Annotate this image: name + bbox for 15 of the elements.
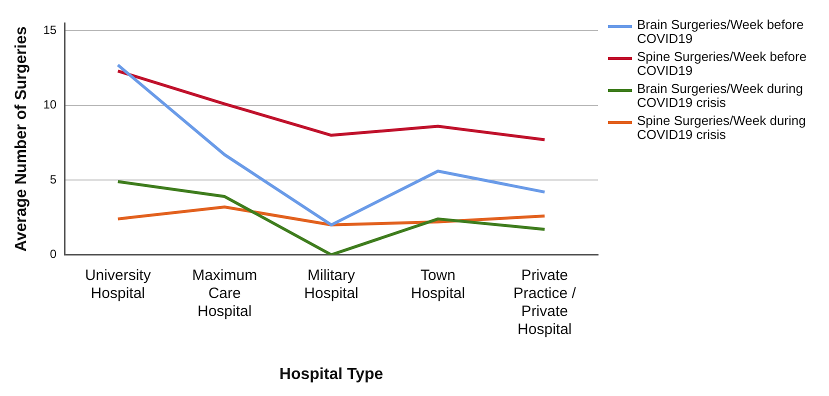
legend-label: Spine Surgeries/Week before COVID19 xyxy=(637,49,808,78)
y-tick-label: 5 xyxy=(50,172,57,186)
y-axis-title: Average Number of Surgeries xyxy=(13,26,30,252)
y-tick-label: 10 xyxy=(43,98,57,112)
legend-label: Brain Surgeries/Week during COVID19 crisis xyxy=(637,81,804,110)
y-tick-label: 15 xyxy=(43,22,57,37)
x-tick-label: Military Hospital xyxy=(304,266,358,302)
x-tick-label: Town Hospital xyxy=(410,266,466,302)
x-tick-label: University Hospital xyxy=(84,266,152,302)
legend-label: Spine Surgeries/Week during COVID19 crisis xyxy=(637,113,807,142)
x-tick-label: Maximum Care Hospital xyxy=(192,266,258,320)
x-axis-title: Hospital Type xyxy=(279,366,384,383)
legend-label: Brain Surgeries/Week before COVID19 xyxy=(637,17,805,46)
x-tick-label: Private Practice / Private Hospital xyxy=(513,266,577,338)
y-tick-label: 0 xyxy=(50,247,57,262)
